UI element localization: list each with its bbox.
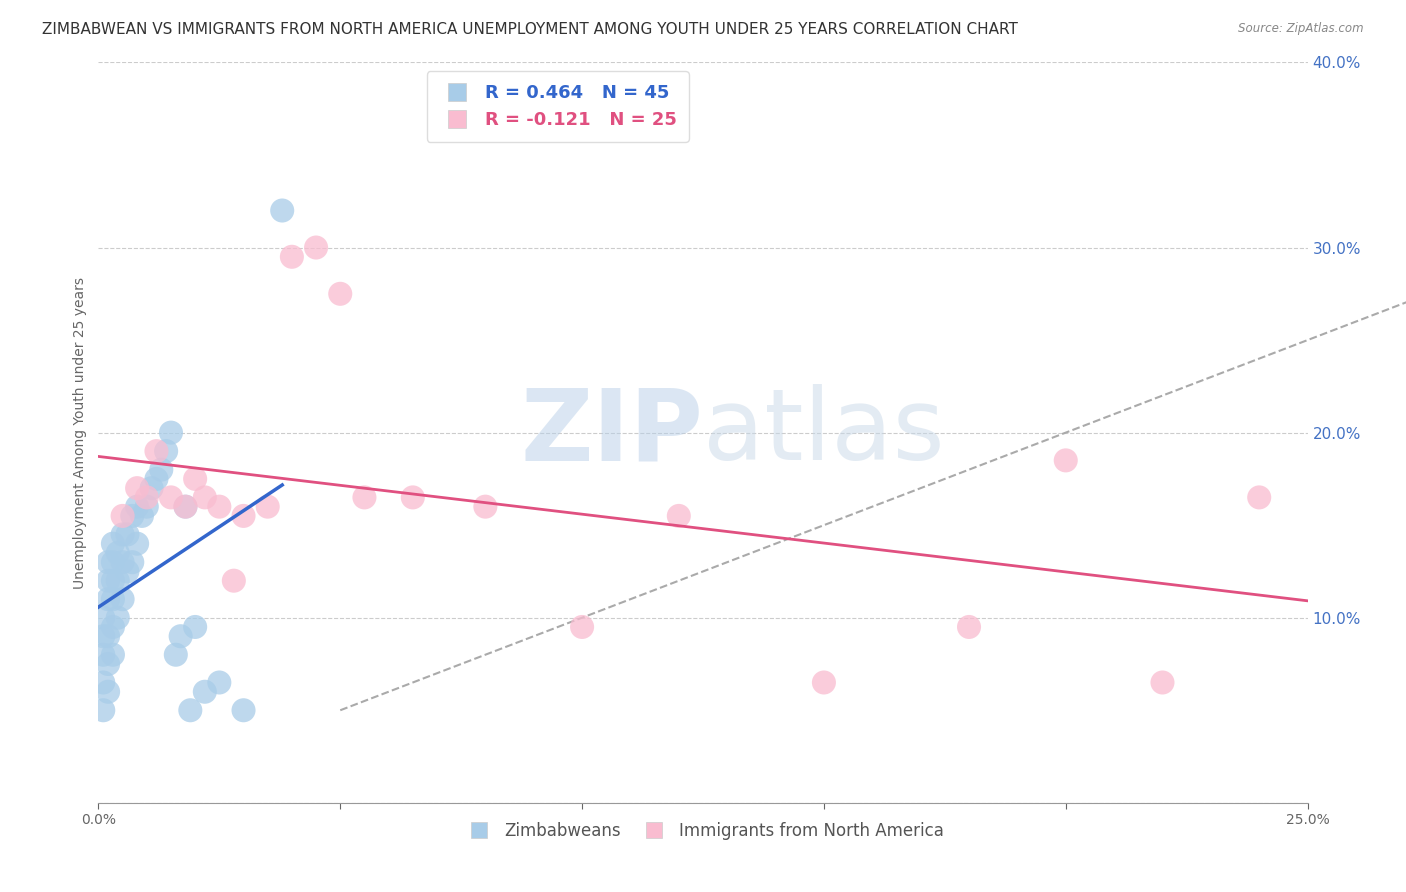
Point [208, 675, 231, 690]
Point [131, 508, 153, 523]
Point [101, 620, 124, 634]
Point [271, 203, 294, 218]
Point [174, 500, 197, 514]
Point [107, 546, 129, 560]
Point [97, 555, 120, 569]
Point [91, 648, 114, 662]
Point [127, 500, 149, 514]
Point [91, 629, 114, 643]
Point [101, 648, 124, 662]
Point [107, 574, 129, 588]
Point [402, 491, 425, 505]
Point [474, 500, 496, 514]
Point [160, 491, 183, 505]
Point [97, 685, 120, 699]
Point [91, 610, 114, 624]
Point [121, 555, 143, 569]
Point [184, 620, 207, 634]
Point [135, 500, 157, 514]
Point [135, 491, 157, 505]
Point [169, 629, 191, 643]
Point [571, 620, 593, 634]
Point [121, 508, 143, 523]
Point [329, 286, 352, 301]
Point [668, 508, 690, 523]
Point [208, 500, 231, 514]
Point [150, 462, 173, 476]
Point [107, 610, 129, 624]
Point [1249, 491, 1271, 505]
Point [97, 592, 120, 607]
Text: ZIMBABWEAN VS IMMIGRANTS FROM NORTH AMERICA UNEMPLOYMENT AMONG YOUTH UNDER 25 YE: ZIMBABWEAN VS IMMIGRANTS FROM NORTH AMER… [42, 22, 1018, 37]
Point [813, 675, 835, 690]
Point [184, 472, 207, 486]
Point [111, 508, 134, 523]
Point [256, 500, 278, 514]
Text: atlas: atlas [703, 384, 945, 481]
Point [97, 629, 120, 643]
Point [101, 574, 124, 588]
Point [101, 536, 124, 550]
Point [111, 555, 134, 569]
Point [91, 675, 114, 690]
Text: Source: ZipAtlas.com: Source: ZipAtlas.com [1239, 22, 1364, 36]
Point [141, 481, 163, 495]
Point [232, 703, 254, 717]
Point [281, 250, 304, 264]
Point [160, 425, 183, 440]
Text: ZIP: ZIP [520, 384, 703, 481]
Point [179, 703, 201, 717]
Legend: Zimbabweans, Immigrants from North America: Zimbabweans, Immigrants from North Ameri… [456, 815, 950, 847]
Point [155, 444, 177, 458]
Point [174, 500, 197, 514]
Point [165, 648, 187, 662]
Point [194, 491, 217, 505]
Point [97, 574, 120, 588]
Point [1054, 453, 1077, 467]
Point [101, 592, 124, 607]
Point [111, 527, 134, 541]
Point [232, 508, 254, 523]
Point [117, 565, 139, 579]
Point [305, 240, 328, 255]
Point [111, 592, 134, 607]
Point [145, 444, 167, 458]
Point [1152, 675, 1174, 690]
Point [194, 685, 217, 699]
Y-axis label: Unemployment Among Youth under 25 years: Unemployment Among Youth under 25 years [73, 277, 87, 589]
Point [127, 481, 149, 495]
Point [97, 657, 120, 671]
Point [353, 491, 375, 505]
Point [145, 472, 167, 486]
Point [91, 703, 114, 717]
Point [127, 536, 149, 550]
Point [222, 574, 245, 588]
Point [117, 527, 139, 541]
Point [101, 555, 124, 569]
Point [957, 620, 980, 634]
